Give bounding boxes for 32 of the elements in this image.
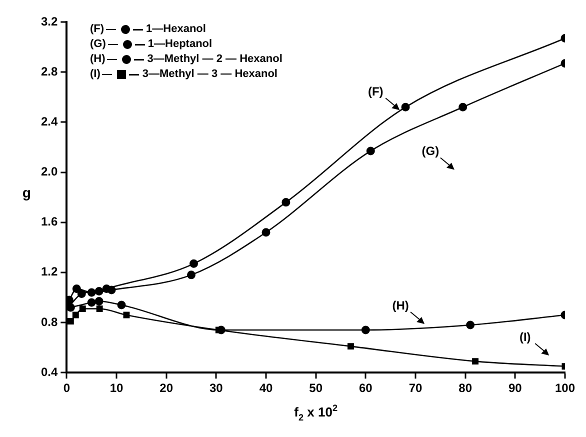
y-tick-label: 0.4 (40, 364, 58, 379)
text: (H) (90, 53, 106, 65)
text: (F) (90, 23, 104, 35)
y-tick-label: 2.4 (40, 114, 58, 128)
x-tick-label: 50 (309, 381, 323, 396)
x-tick-label: 20 (160, 381, 174, 396)
y-tick-label: 2.0 (40, 164, 58, 179)
text: (G) (90, 38, 106, 50)
x-tick-label: 60 (358, 381, 373, 396)
annotation: (G) (422, 144, 440, 158)
legend-label: 1—Heptanol (134, 37, 212, 52)
x-tick-label: 90 (508, 381, 522, 396)
y-tick-label: 1.6 (40, 214, 58, 229)
annotation: (F) (368, 84, 384, 98)
x-tick-label: 30 (209, 381, 224, 396)
y-tick-label: 3.2 (40, 14, 58, 28)
y-tick-label: 0.8 (40, 314, 58, 329)
x-tick-label: 10 (110, 381, 124, 396)
annotation: (H) (392, 298, 409, 312)
x-tick-label: 40 (259, 381, 273, 396)
x-tick-label: 100 (554, 381, 576, 396)
legend-label: 1—Hexanol (133, 22, 206, 37)
text: (I) (90, 68, 100, 80)
y-tick-label: 1.2 (40, 264, 58, 279)
x-tick-label: 80 (458, 381, 472, 396)
legend-label: 3—Methyl — 2 — Hexanol (134, 52, 282, 67)
annotation: (I) (519, 330, 531, 344)
y-tick-label: 2.8 (40, 64, 58, 78)
legend-label: 3—Methyl — 3 — Hexanol (129, 67, 278, 82)
x-tick-label: 70 (408, 381, 422, 396)
x-tick-label: 0 (63, 381, 70, 396)
y-axis-title: g (22, 184, 31, 200)
